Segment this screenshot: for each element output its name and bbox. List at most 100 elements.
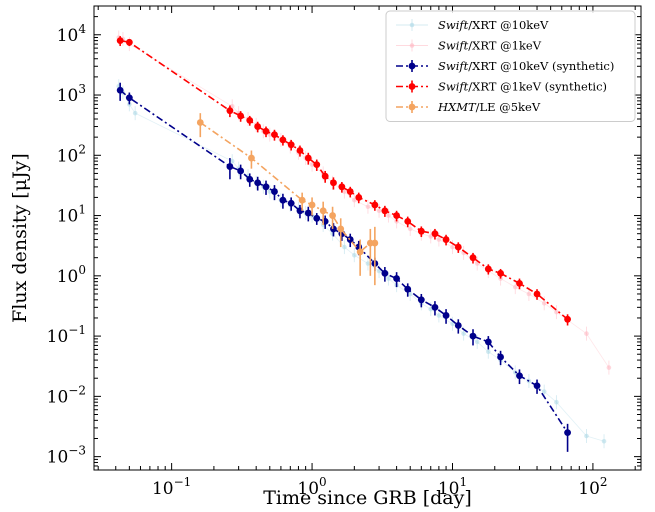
data-point [564,315,571,323]
data-point [442,312,450,319]
raw-point [376,268,382,274]
data-point [237,167,245,175]
raw-point [407,291,413,297]
raw-point [541,301,547,306]
data-point [321,172,329,180]
y-tick-label: 100 [57,263,86,287]
data-point [469,254,477,262]
raw-point [436,313,442,318]
raw-point [376,208,382,214]
raw-point [365,261,371,266]
data-point [442,236,450,243]
data-point [393,275,401,282]
data-point [533,290,541,298]
data-point [304,209,312,217]
x-tick-label: 101 [438,475,467,499]
data-point [254,179,262,187]
data-point [287,199,295,207]
y-tick-label: 104 [57,22,87,46]
raw-point [554,309,559,315]
legend-label: Swift/XRT @10keV (synthetic) [438,59,614,73]
raw-point [584,331,589,336]
data-point [346,188,354,195]
series-3 [116,36,571,326]
data-point [271,131,278,139]
legend-marker [408,62,416,70]
y-tick-label: 10−3 [47,444,86,468]
raw-point [352,197,357,203]
raw-point [407,226,413,232]
raw-point [309,162,315,167]
data-point [226,107,234,115]
raw-point [450,244,455,250]
raw-point [498,276,503,281]
data-point [248,154,255,162]
y-tick-label: 10−2 [47,383,86,407]
data-point [454,322,462,329]
raw-point [132,110,138,116]
data-point [330,179,337,187]
data-point [330,225,337,233]
data-point [431,303,439,311]
data-point [313,214,321,222]
raw-point [474,339,480,345]
x-tick-label: 10−1 [152,475,191,499]
legend: Swift/XRT @10keV Swift/XRT @1keV Swift/XRT… [385,10,636,122]
data-point [356,248,364,256]
legend-entry: Swift/XRT @1keV (synthetic) [396,80,607,94]
series-0 [116,79,607,449]
raw-point [342,244,347,250]
raw-point [342,189,347,194]
raw-point [365,204,371,210]
data-point [417,296,425,304]
data-point [454,243,462,251]
data-point [516,279,523,287]
legend-entry: HXMT/LE @5keV [396,100,541,114]
raw-point [554,399,559,405]
raw-point [267,132,273,137]
legend-label: Swift/XRT @1keV (synthetic) [438,80,607,94]
data-point [246,116,254,124]
raw-point [386,213,391,218]
x-axis-title: Time since GRB [day] [263,487,472,509]
y-tick-label: 10−1 [47,323,86,347]
y-tick-label: 101 [57,203,86,227]
data-point [564,429,571,437]
data-point [298,196,306,204]
data-point [116,37,124,44]
data-point [417,227,425,235]
raw-point [486,349,491,355]
legend-marker [408,83,416,90]
raw-point [584,433,589,439]
data-point [516,372,523,380]
data-layer [116,30,612,452]
x-tick-label: 102 [578,475,607,499]
data-point [497,353,504,361]
raw-point [229,158,235,164]
raw-point [512,284,518,290]
data-point [371,201,379,209]
raw-point [461,331,466,336]
raw-point [428,234,434,239]
data-point [431,230,439,238]
raw-point [352,252,357,258]
data-point [279,196,287,204]
data-point [246,175,254,183]
data-point [346,236,354,243]
data-point [226,163,234,170]
data-point [329,212,336,219]
data-point [116,86,124,94]
series-2 [116,82,571,452]
raw-point [601,438,607,444]
legend-box [385,10,636,122]
data-point [533,382,541,390]
legend-label: HXMT/LE @5keV [437,100,541,114]
raw-point [386,276,391,281]
series-line [119,89,569,434]
data-point [237,112,245,120]
y-tick-label: 102 [57,142,86,166]
data-point [287,141,295,149]
data-point [308,201,316,209]
y-tick-label: 103 [57,82,86,106]
